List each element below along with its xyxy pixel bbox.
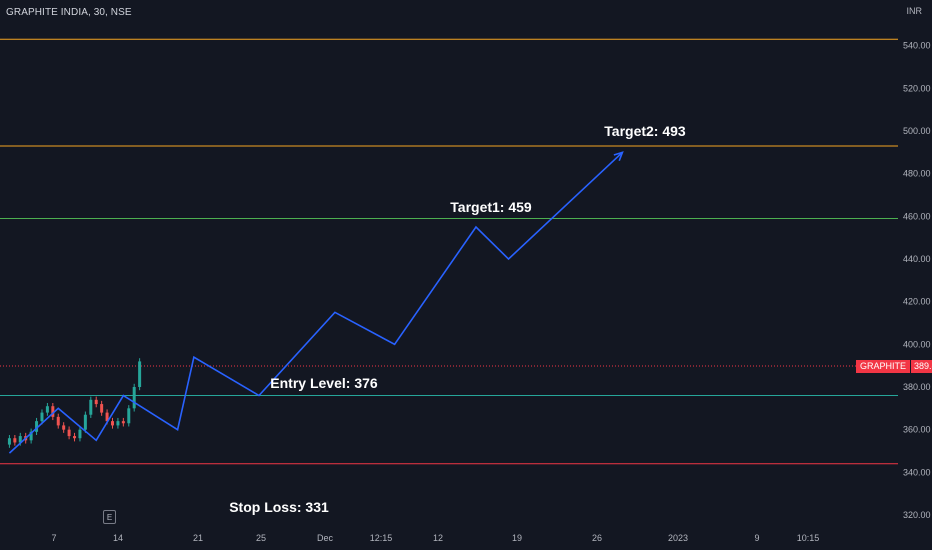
level-label-4: Stop Loss: 331	[229, 499, 329, 515]
projection-arrowhead	[613, 151, 624, 162]
level-label-3: Entry Level: 376	[270, 375, 378, 391]
y-tick-label: 340.00	[903, 467, 931, 477]
candle-body	[56, 416, 60, 426]
x-tick-label: 14	[113, 533, 123, 543]
candle-body	[83, 414, 87, 430]
candle-body	[89, 399, 93, 415]
candle-body	[94, 399, 98, 405]
x-tick-label: 25	[256, 533, 266, 543]
candle-body	[138, 361, 142, 388]
last-price-tag: GRAPHITE 389.85	[856, 360, 932, 373]
y-tick-label: 460.00	[903, 211, 931, 221]
candle-body	[78, 429, 82, 439]
level-label-1: Target2: 493	[604, 123, 686, 139]
candle-body	[105, 412, 109, 422]
candle-body	[62, 425, 66, 430]
candle-body	[67, 429, 71, 437]
y-tick-label: 400.00	[903, 339, 931, 349]
candle-body	[127, 408, 131, 424]
candle-body	[40, 412, 44, 422]
candle-body	[18, 436, 22, 443]
candle-body	[132, 387, 136, 409]
x-tick-label: 21	[193, 533, 203, 543]
candle-body	[45, 406, 49, 413]
candle-body	[100, 404, 104, 413]
earnings-marker[interactable]: E	[103, 510, 116, 524]
candle-body	[111, 421, 114, 426]
x-tick-label: 12	[433, 533, 443, 543]
horizontal-levels	[0, 38, 898, 465]
price-axis[interactable]: 320.00 340.00 360.00 380.00 400.00 420.00 440.…	[903, 41, 931, 520]
level-label-2: Target1: 459	[450, 199, 532, 215]
last-price-symbol: GRAPHITE	[856, 360, 911, 373]
candle-body	[121, 421, 125, 424]
y-tick-label: 380.00	[903, 382, 931, 392]
candle-body	[7, 438, 11, 445]
x-tick-label: 2023	[668, 533, 688, 543]
symbol-title[interactable]: GRAPHITE INDIA, 30, NSE	[6, 7, 132, 18]
projection-path	[8, 151, 624, 454]
x-tick-label: 12:15	[370, 533, 393, 543]
x-tick-label: 10:15	[797, 533, 820, 543]
y-tick-label: 420.00	[903, 297, 931, 307]
time-axis[interactable]: 7 14 21 25 Dec 12:15 12 19 26 2023 9 10:15	[51, 533, 819, 543]
y-tick-label: 540.00	[903, 41, 931, 51]
x-tick-label: 26	[592, 533, 602, 543]
candle-body	[116, 421, 120, 426]
price-candles	[7, 358, 142, 448]
candle-body	[51, 406, 55, 417]
currency-label: INR	[906, 6, 923, 16]
candle-body	[35, 421, 39, 432]
candle-body	[13, 438, 17, 443]
y-tick-label: 360.00	[903, 425, 931, 435]
y-tick-label: 440.00	[903, 254, 931, 264]
x-tick-label: 19	[512, 533, 522, 543]
y-tick-label: 320.00	[903, 510, 931, 520]
y-tick-label: 500.00	[903, 126, 931, 136]
last-price-value: 389.85	[910, 360, 932, 373]
candle-body	[73, 436, 77, 439]
candle-body	[29, 431, 33, 441]
level-labels: Target2: 493 Target1: 459 Entry Level: 376…	[229, 123, 686, 515]
projection-line	[8, 151, 623, 454]
x-tick-label: 7	[51, 533, 56, 543]
y-tick-label: 480.00	[903, 169, 931, 179]
x-tick-label: Dec	[317, 533, 334, 543]
y-tick-label: 520.00	[903, 83, 931, 93]
x-tick-label: 9	[754, 533, 759, 543]
